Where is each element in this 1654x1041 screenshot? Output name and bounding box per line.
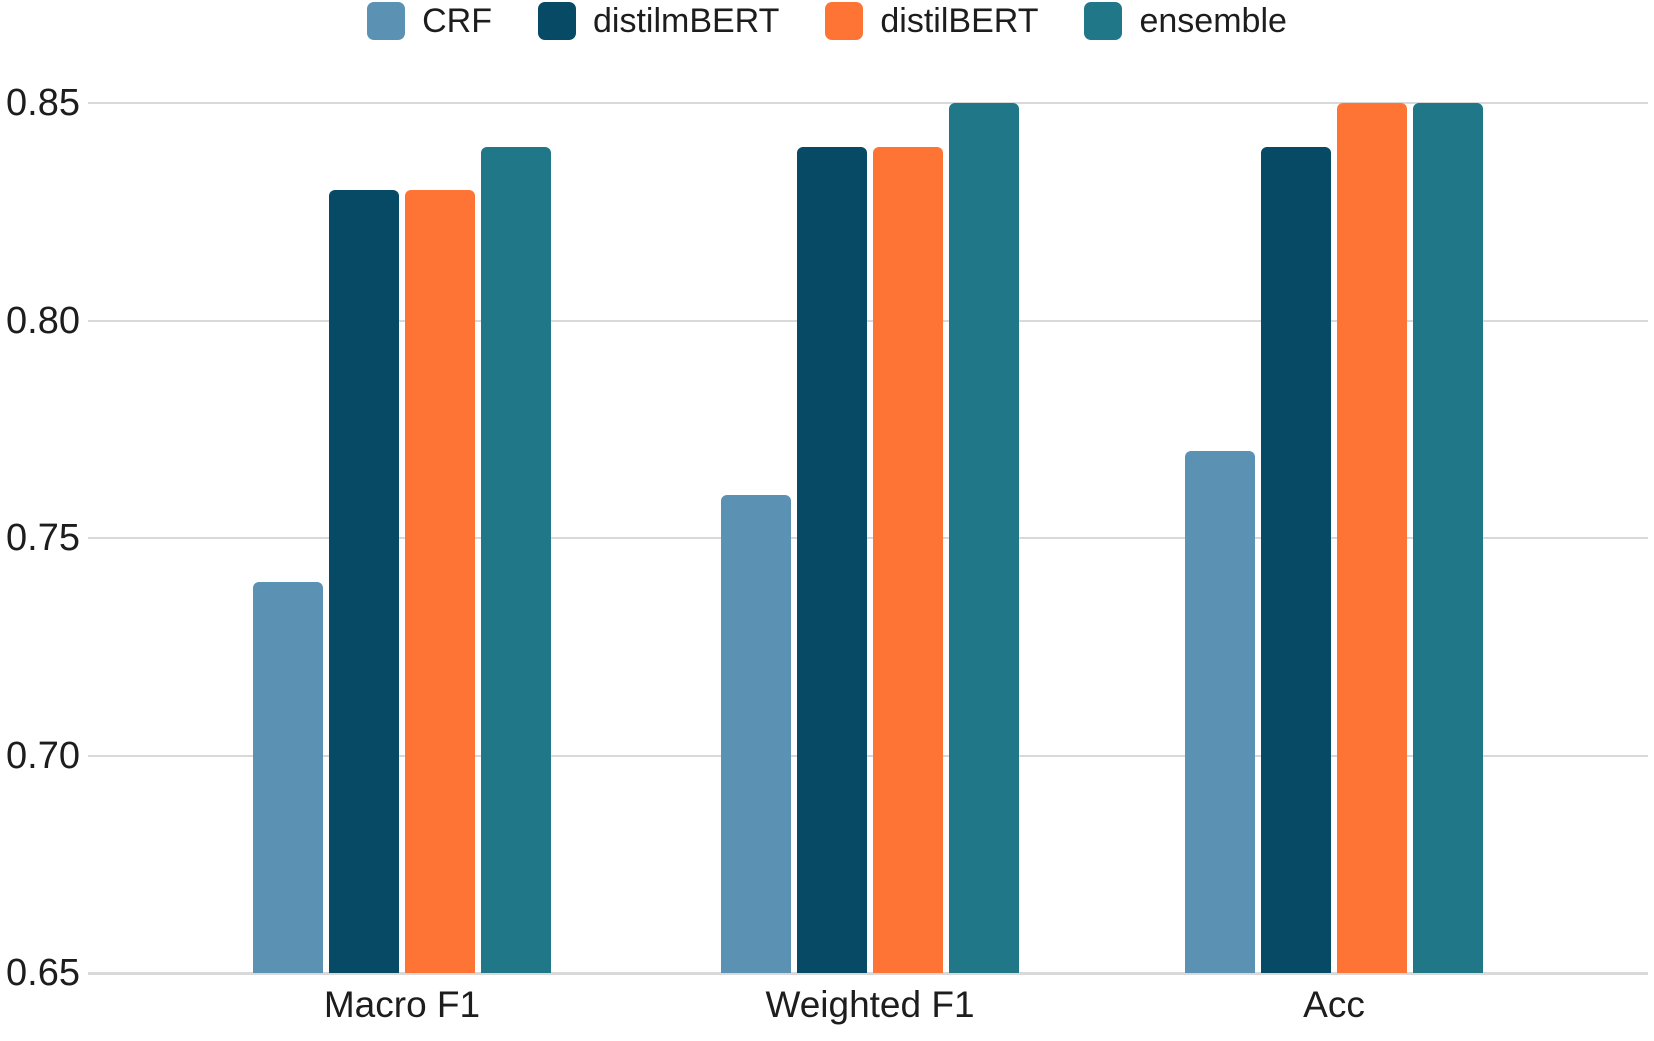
legend-swatch-icon [825, 2, 864, 40]
legend-swatch-icon [537, 2, 576, 40]
legend-item-crf: CRF [367, 2, 492, 40]
legend-swatch-icon [367, 2, 406, 40]
x-axis-line [88, 972, 1648, 975]
y-tick-label: 0.85 [6, 82, 80, 124]
gridline [88, 537, 1648, 539]
bar-ensemble-acc [1413, 103, 1483, 973]
legend-swatch-icon [1084, 2, 1123, 40]
bar-distilbert-weighted-f1 [873, 146, 943, 973]
bar-distilmbert-macro-f1 [329, 190, 399, 973]
x-category-label: Acc [1303, 984, 1365, 1025]
legend-item-distilbert: distilBERT [825, 2, 1038, 40]
y-tick-label: 0.80 [6, 299, 80, 342]
bar-distilbert-macro-f1 [405, 190, 475, 973]
bar-crf-macro-f1 [253, 581, 323, 973]
bar-distilbert-acc [1337, 103, 1407, 973]
bar-ensemble-macro-f1 [481, 146, 551, 973]
y-tick-label: 0.65 [6, 952, 80, 994]
x-category-label: Weighted F1 [765, 984, 975, 1025]
legend-label: distilmBERT [592, 2, 780, 40]
bar-crf-acc [1185, 451, 1255, 973]
legend-label: CRF [422, 2, 492, 40]
gridline [88, 754, 1648, 757]
bar-ensemble-weighted-f1 [949, 103, 1019, 973]
x-category-label: Macro F1 [323, 984, 481, 1025]
legend-item-distilmbert: distilmBERT [537, 2, 780, 40]
y-tick-label: 0.75 [6, 517, 80, 559]
bar-distilmbert-weighted-f1 [797, 146, 867, 973]
bar-distilmbert-acc [1261, 146, 1331, 973]
legend-item-ensemble: ensemble [1084, 2, 1287, 40]
y-tick-label: 0.70 [6, 734, 80, 777]
gridline [88, 319, 1648, 322]
gridline [88, 102, 1648, 104]
chart-legend: CRF distilmBERT distilBERT ensemble [0, 2, 1654, 40]
bar-crf-weighted-f1 [721, 494, 791, 973]
legend-label: distilBERT [880, 2, 1039, 40]
legend-label: ensemble [1139, 2, 1287, 40]
